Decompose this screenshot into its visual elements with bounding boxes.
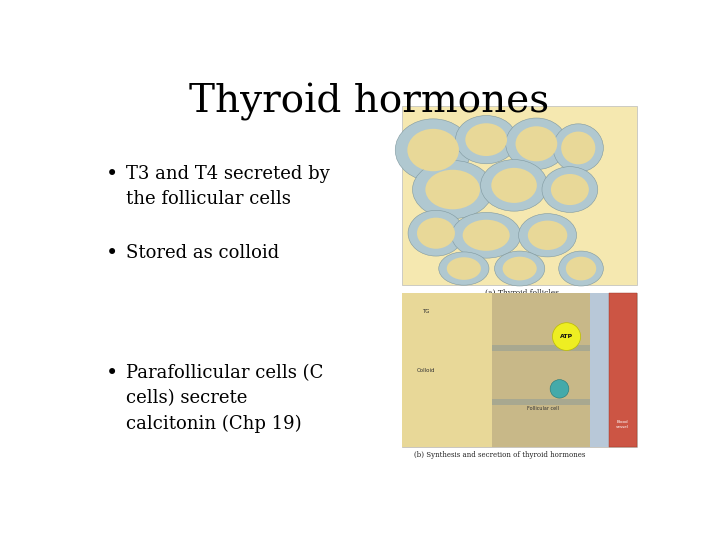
Ellipse shape (528, 220, 567, 250)
Text: •: • (106, 244, 119, 262)
Ellipse shape (505, 118, 567, 170)
Text: T3 and T4 secreted by
the follicular cells: T3 and T4 secreted by the follicular cel… (126, 165, 330, 207)
Bar (492, 345, 590, 350)
Bar (608, 294, 637, 447)
Ellipse shape (566, 256, 596, 280)
Text: Blood
vessel: Blood vessel (616, 420, 629, 429)
Ellipse shape (413, 160, 493, 219)
Ellipse shape (451, 212, 521, 258)
Ellipse shape (426, 170, 480, 210)
Text: (a) Thyroid follicles: (a) Thyroid follicles (485, 289, 559, 298)
Ellipse shape (438, 252, 489, 285)
Text: •: • (106, 165, 119, 184)
Ellipse shape (395, 119, 471, 181)
Ellipse shape (559, 251, 603, 286)
Text: Follicular cell: Follicular cell (527, 407, 559, 411)
Bar (402, 294, 492, 447)
Text: Parafollicular cells (C
cells) secrete
calcitonin (Chp 19): Parafollicular cells (C cells) secrete c… (126, 364, 324, 433)
Bar (492, 294, 590, 447)
Text: •: • (106, 364, 119, 383)
Ellipse shape (542, 167, 598, 212)
Text: TG: TG (422, 309, 430, 314)
Text: ATP: ATP (560, 334, 573, 339)
Ellipse shape (553, 124, 603, 172)
Ellipse shape (516, 126, 557, 161)
Bar (590, 294, 608, 447)
Text: Thyroid hormones: Thyroid hormones (189, 83, 549, 121)
Ellipse shape (456, 116, 517, 164)
Ellipse shape (491, 168, 537, 203)
Text: Colloid: Colloid (417, 368, 435, 373)
Bar (402, 294, 636, 447)
Ellipse shape (465, 123, 507, 156)
Text: (b) Synthesis and secretion of thyroid hormones: (b) Synthesis and secretion of thyroid h… (414, 451, 585, 460)
Ellipse shape (463, 220, 510, 251)
Ellipse shape (503, 256, 536, 280)
Ellipse shape (518, 214, 577, 257)
Ellipse shape (447, 257, 481, 280)
Ellipse shape (551, 174, 589, 205)
Bar (402, 106, 636, 285)
Ellipse shape (408, 129, 459, 171)
Ellipse shape (552, 323, 580, 350)
Ellipse shape (417, 218, 455, 249)
Ellipse shape (550, 380, 569, 398)
Ellipse shape (495, 251, 545, 286)
Ellipse shape (561, 132, 595, 164)
Ellipse shape (480, 160, 547, 211)
Text: Stored as colloid: Stored as colloid (126, 244, 279, 261)
Bar (492, 399, 590, 404)
Ellipse shape (408, 211, 464, 256)
